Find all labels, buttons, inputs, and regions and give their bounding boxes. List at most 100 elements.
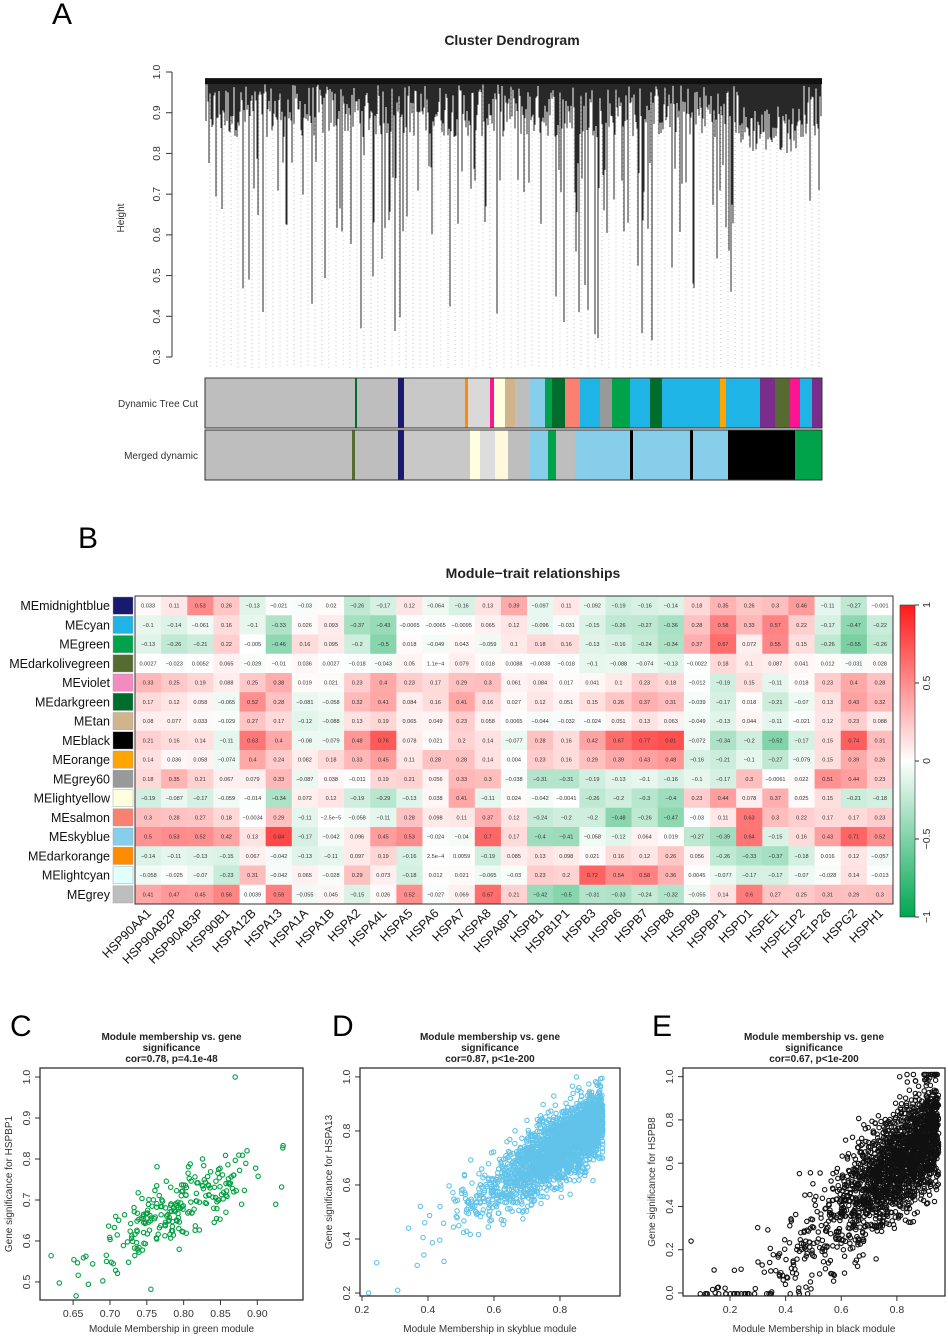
cell-value: −0.021 <box>270 604 287 610</box>
data-point <box>817 1170 823 1176</box>
heatmap-cell <box>605 596 632 616</box>
data-point <box>452 1198 459 1204</box>
cell-value: −0.17 <box>742 873 756 879</box>
heatmap-cell <box>500 730 528 751</box>
heatmap-cell <box>213 846 240 866</box>
heatmap-cell <box>710 673 737 693</box>
data-point <box>114 1270 121 1277</box>
heatmap-cell <box>736 884 763 905</box>
data-point <box>211 1219 217 1226</box>
cell-value: 0.13 <box>352 719 363 725</box>
heatmap-cell <box>265 769 293 789</box>
cell-value: 0.29 <box>587 758 598 764</box>
heatmap-cell <box>265 615 293 635</box>
heatmap-cell <box>762 788 789 809</box>
color-bar-frame <box>204 377 823 429</box>
cell-value: 0.33 <box>143 681 154 687</box>
data-point <box>570 1152 576 1159</box>
y-tick-label: 0.2 <box>664 1242 676 1257</box>
cell-value: 0.1 <box>615 681 623 687</box>
cell-value: 0.067 <box>219 777 233 783</box>
data-point <box>127 1220 134 1227</box>
data-point <box>510 1198 516 1204</box>
cell-value: 0.021 <box>455 873 469 879</box>
heatmap-cell <box>657 807 685 828</box>
cell-value: 0.096 <box>350 835 364 841</box>
dynamic-tree-cut-segment <box>545 378 552 428</box>
data-point <box>555 1152 562 1159</box>
x-tick-label: 0.8 <box>890 1304 905 1316</box>
heatmap-cell <box>710 827 737 847</box>
data-point <box>578 1106 584 1113</box>
data-point <box>536 1150 543 1157</box>
dynamic-tree-cut-segment <box>490 378 494 428</box>
data-point <box>525 1127 532 1134</box>
cell-value: −0.21 <box>847 796 861 802</box>
data-point <box>596 1089 602 1095</box>
cell-value: −0.0061 <box>765 777 785 783</box>
heatmap-cell <box>657 673 685 693</box>
data-point <box>223 1209 229 1215</box>
data-point <box>834 1165 841 1172</box>
data-point <box>210 1205 217 1211</box>
merged-dynamic-segment <box>728 430 795 480</box>
cell-value: 0.058 <box>193 758 207 764</box>
cell-value: 0.46 <box>796 604 807 610</box>
cell-value: 0.024 <box>507 796 521 802</box>
module-color-swatch <box>112 693 134 711</box>
data-point <box>187 1161 193 1167</box>
heatmap-cell <box>291 807 319 828</box>
data-point <box>528 1170 535 1177</box>
cell-value: 0.19 <box>378 854 389 860</box>
heatmap-cell <box>788 615 815 635</box>
heatmap-cell <box>788 769 815 789</box>
data-point <box>124 1239 131 1245</box>
cell-value: −0.27 <box>690 835 704 841</box>
heatmap-cell <box>474 827 502 847</box>
heatmap-cell <box>474 730 502 751</box>
heatmap-cell <box>710 865 737 886</box>
heatmap-cell <box>500 807 528 828</box>
cell-value: 0.42 <box>587 738 598 744</box>
cell-value: 0.079 <box>246 777 260 783</box>
cell-value: 0.073 <box>376 873 390 879</box>
heatmap-cell <box>866 673 894 693</box>
heatmap-cell <box>527 769 554 789</box>
cell-value: 0.28 <box>430 758 441 764</box>
merged-dynamic-segment <box>352 430 355 480</box>
y-tick-label: 0.4 <box>341 1232 353 1247</box>
heatmap-cell <box>814 807 842 828</box>
cell-value: 0.26 <box>221 604 232 610</box>
data-point <box>514 1180 521 1187</box>
heatmap-cell <box>605 807 632 828</box>
cell-value: 0.026 <box>298 623 312 629</box>
data-point <box>495 1210 502 1217</box>
data-point <box>225 1176 232 1182</box>
data-point <box>192 1223 199 1229</box>
heatmap-cell <box>161 788 188 809</box>
cell-value: 0.28 <box>874 681 885 687</box>
heatmap-cell <box>814 615 842 635</box>
heatmap-cell <box>553 807 580 828</box>
cell-value: −0.065 <box>479 873 496 879</box>
heatmap-cell <box>762 596 789 616</box>
heatmap-cell <box>840 769 868 789</box>
data-point <box>214 1205 220 1212</box>
heatmap-cell <box>500 788 528 809</box>
data-point <box>537 1113 544 1119</box>
cell-value: −0.079 <box>322 738 339 744</box>
data-point <box>571 1177 578 1184</box>
data-point <box>573 1137 580 1144</box>
cell-value: 0.29 <box>848 892 859 898</box>
data-point <box>583 1161 589 1168</box>
row-label: MEskyblue <box>49 830 110 844</box>
data-point <box>156 1192 162 1199</box>
cell-value: 0.11 <box>456 815 466 821</box>
dynamic-tree-cut-segment <box>812 378 822 428</box>
cell-value: −0.21 <box>716 758 730 764</box>
heatmap-cell <box>317 807 345 828</box>
heatmap-cell <box>344 807 371 828</box>
heatmap-cell <box>866 711 894 732</box>
cell-value: 0.21 <box>195 777 206 783</box>
heatmap-cell <box>448 730 476 751</box>
